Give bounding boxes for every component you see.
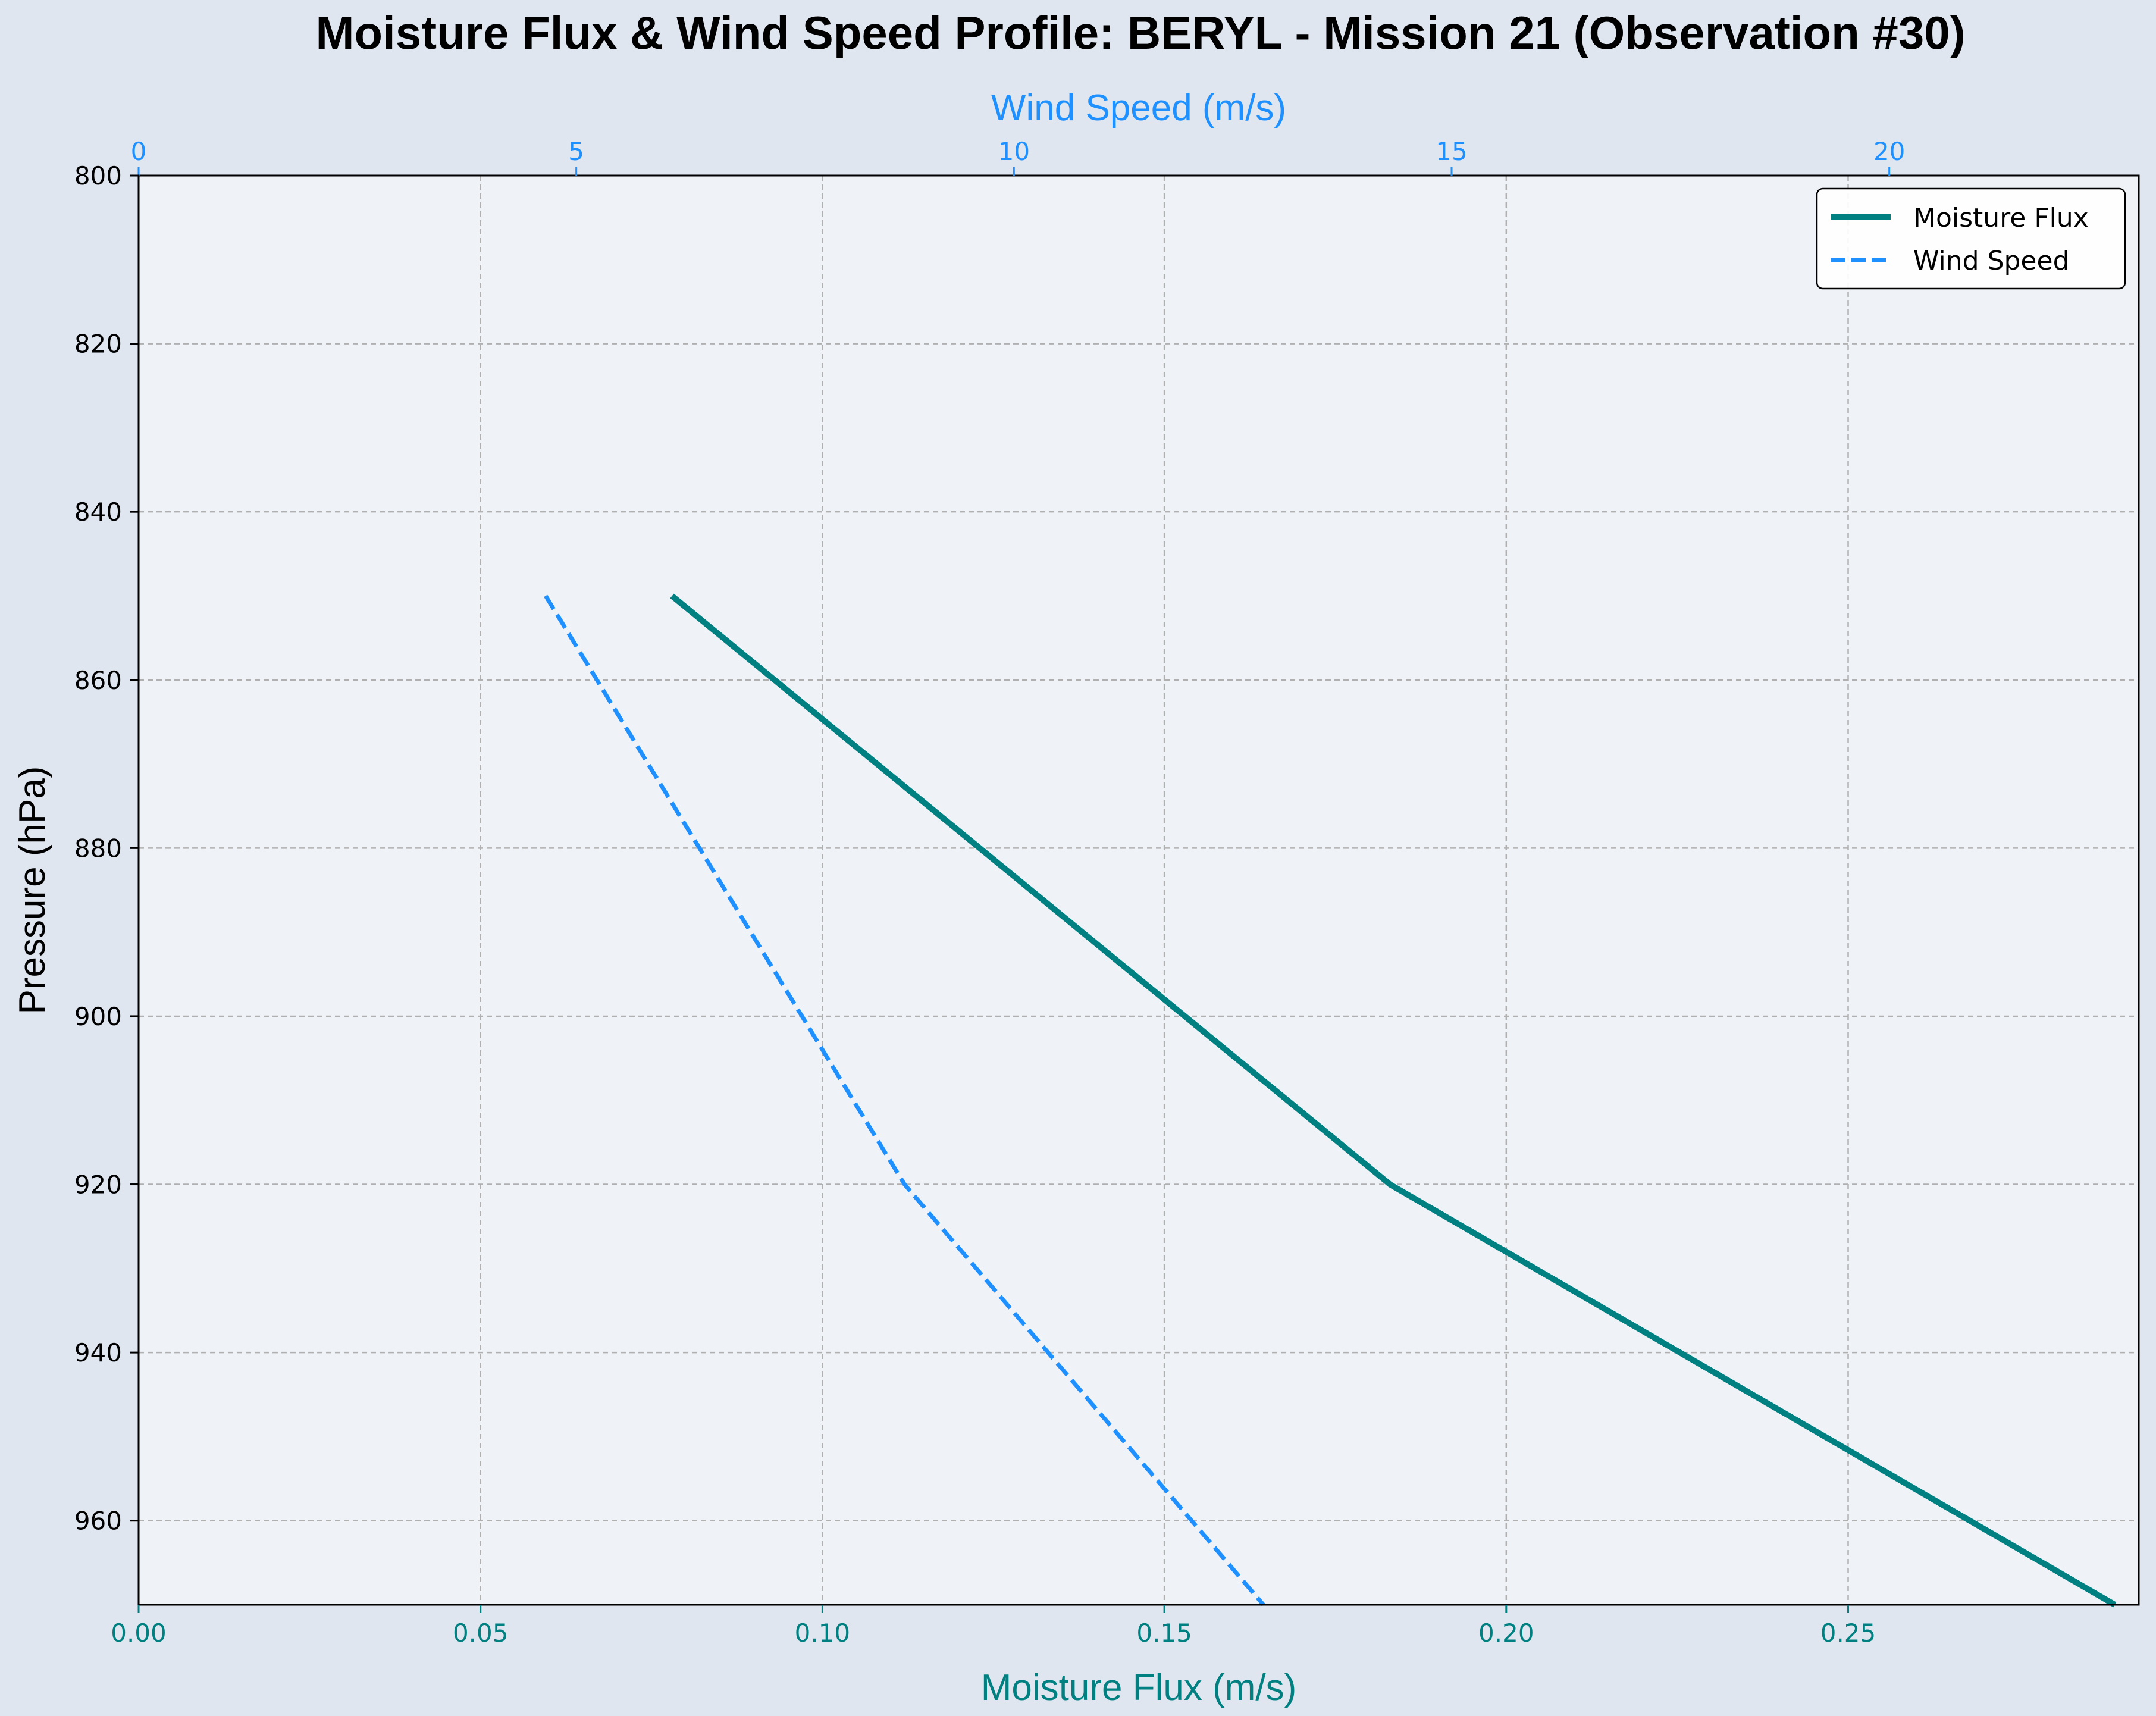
legend-box: [1816, 187, 2126, 290]
x-axis-label: Moisture Flux (m/s): [981, 1667, 1296, 1708]
x2-axis-label: Wind Speed (m/s): [991, 87, 1286, 129]
y-tick-label: 800: [74, 161, 122, 190]
x2-tick-label: 0: [131, 137, 147, 166]
grid-lines: [139, 176, 2139, 1605]
y-tick-label: 960: [74, 1507, 122, 1536]
x-tick-label: 0.25: [1820, 1618, 1876, 1648]
y-tick-label: 900: [74, 1002, 122, 1031]
y-tick-label: 880: [74, 834, 122, 863]
y-tick-label: 920: [74, 1170, 122, 1200]
plot-area: [139, 176, 2139, 1605]
x2-tick-label: 5: [568, 137, 584, 166]
legend-label: Moisture Flux: [1913, 203, 2089, 233]
plot-frame: [137, 174, 2140, 1606]
x2-tick-label: 10: [998, 137, 1030, 166]
x-tick-label: 0.00: [111, 1618, 167, 1648]
wind-speed-line: [544, 594, 1265, 1607]
tick-layer: 0.00 0.05 0.10 0.15 0.20 0.25 0 5 10 15 20 800 820 84…: [74, 137, 1906, 1648]
legend: Moisture Flux Wind Speed: [1816, 187, 2126, 290]
y-axis-label: Pressure (hPa): [12, 766, 53, 1014]
x-tick-label: 0.15: [1136, 1618, 1192, 1648]
legend-label: Wind Speed: [1913, 246, 2070, 276]
y-tick-label: 820: [74, 330, 122, 359]
y-tick-label: 860: [74, 666, 122, 695]
y-tick-label: 840: [74, 497, 122, 527]
chart-title: Moisture Flux & Wind Speed Profile: BERY…: [315, 7, 1965, 59]
x-tick-label: 0.20: [1478, 1618, 1534, 1648]
x2-tick-label: 15: [1436, 137, 1467, 166]
series-layer: [544, 593, 2117, 1608]
x-tick-label: 0.05: [453, 1618, 509, 1648]
moisture-flux-line: [670, 593, 2117, 1608]
x-tick-label: 0.10: [795, 1618, 851, 1648]
y-tick-label: 940: [74, 1338, 122, 1367]
x2-tick-label: 20: [1873, 137, 1905, 166]
